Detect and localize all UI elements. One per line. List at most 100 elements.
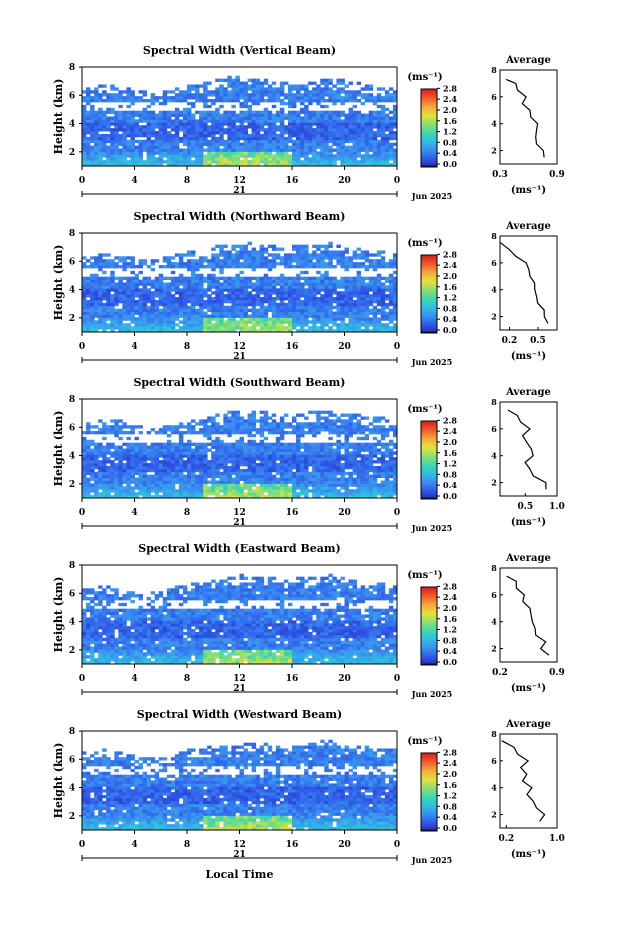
heatmap-cell (288, 451, 292, 454)
heatmap-cell (252, 277, 256, 280)
heatmap-cell (361, 140, 365, 143)
heatmap-cell (244, 460, 248, 463)
heatmap-cell (357, 306, 361, 309)
heatmap-cell (244, 283, 248, 286)
heatmap-cell (199, 320, 203, 323)
heatmap-cell (240, 111, 244, 114)
beam-panel-1: Spectral Width (Northward Beam)Height (k… (52, 210, 557, 367)
heatmap-cell (163, 114, 167, 117)
heatmap-cell (114, 119, 118, 122)
heatmap-cell (308, 265, 312, 268)
heatmap-cell (369, 87, 373, 90)
heatmap-cell (102, 303, 106, 306)
heatmap-cell (130, 315, 134, 318)
heatmap-cell (377, 146, 381, 149)
heatmap-cell (272, 288, 276, 291)
heatmap-cell (227, 422, 231, 425)
heatmap-cell (316, 280, 320, 283)
heatmap-cell (227, 265, 231, 268)
heatmap-cell (126, 277, 130, 280)
heatmap-cell (272, 87, 276, 90)
heatmap-cell (98, 149, 102, 152)
heatmap-cell (340, 326, 344, 329)
heatmap-cell (248, 443, 252, 446)
heatmap-cell (110, 84, 114, 87)
heatmap-cell (357, 131, 361, 134)
heatmap-cell (82, 149, 86, 152)
heatmap-cell (312, 117, 316, 120)
heatmap-cell (316, 326, 320, 329)
heatmap-cell (171, 271, 175, 274)
heatmap-cell (280, 294, 284, 297)
heatmap-cell (357, 146, 361, 149)
heatmap-cell (90, 283, 94, 286)
heatmap-cell (296, 277, 300, 280)
heatmap-cell (312, 300, 316, 303)
heatmap-cell (240, 87, 244, 90)
heatmap-cell (377, 323, 381, 326)
heatmap-cell (389, 277, 393, 280)
heatmap-cell (191, 102, 195, 105)
heatmap-cell (106, 262, 110, 265)
heatmap-cell (284, 160, 288, 163)
heatmap-cell (252, 160, 256, 163)
heatmap-cell (300, 87, 304, 90)
heatmap-cell (90, 274, 94, 277)
heatmap-cell (276, 291, 280, 294)
heatmap-cell (381, 300, 385, 303)
heatmap-cell (272, 119, 276, 122)
heatmap-cell (353, 128, 357, 131)
heatmap-cell (203, 460, 207, 463)
heatmap-cell (353, 131, 357, 134)
heatmap-cell (227, 411, 231, 414)
heatmap-cell (135, 454, 139, 457)
heatmap-cell (240, 119, 244, 122)
heatmap-cell (252, 422, 256, 425)
heatmap-cell (248, 428, 252, 431)
heatmap-cell (240, 149, 244, 152)
heatmap-cell (280, 114, 284, 117)
heatmap-cell (122, 454, 126, 457)
heatmap-cell (288, 87, 292, 90)
heatmap-cell (191, 457, 195, 460)
heatmap-cell (130, 283, 134, 286)
heatmap-cell (135, 111, 139, 114)
heatmap-cell (252, 125, 256, 128)
heatmap-cell (126, 463, 130, 466)
heatmap-cell (227, 323, 231, 326)
heatmap-cell (276, 248, 280, 251)
heatmap-cell (252, 446, 256, 449)
heatmap-cell (272, 154, 276, 157)
heatmap-cell (82, 472, 86, 475)
heatmap-cell (219, 483, 223, 486)
heatmap-cell (357, 117, 361, 120)
heatmap-cell (336, 93, 340, 96)
heatmap-cell (223, 326, 227, 329)
heatmap-cell (381, 122, 385, 125)
heatmap-cell (369, 303, 373, 306)
heatmap-cell (187, 317, 191, 320)
colorbar-tick-label: 1.6 (443, 116, 457, 126)
heatmap-cell (231, 277, 235, 280)
heatmap-cell (276, 128, 280, 131)
heatmap-cell (171, 122, 175, 125)
heatmap-cell (340, 256, 344, 259)
heatmap-cell (308, 146, 312, 149)
heatmap-cell (336, 283, 340, 286)
heatmap-cell (296, 303, 300, 306)
heatmap-cell (288, 460, 292, 463)
heatmap-cell (353, 253, 357, 256)
heatmap-cell (276, 119, 280, 122)
heatmap-cell (94, 291, 98, 294)
heatmap-cell (260, 111, 264, 114)
heatmap-cell (244, 492, 248, 495)
heatmap-cell (316, 84, 320, 87)
heatmap-cell (308, 149, 312, 152)
heatmap-cell (272, 489, 276, 492)
x-tick-label: 0 (394, 176, 400, 186)
heatmap-cell (106, 492, 110, 495)
heatmap-cell (288, 449, 292, 452)
heatmap-cell (175, 454, 179, 457)
heatmap-cell (248, 280, 252, 283)
heatmap-cell (252, 428, 256, 431)
